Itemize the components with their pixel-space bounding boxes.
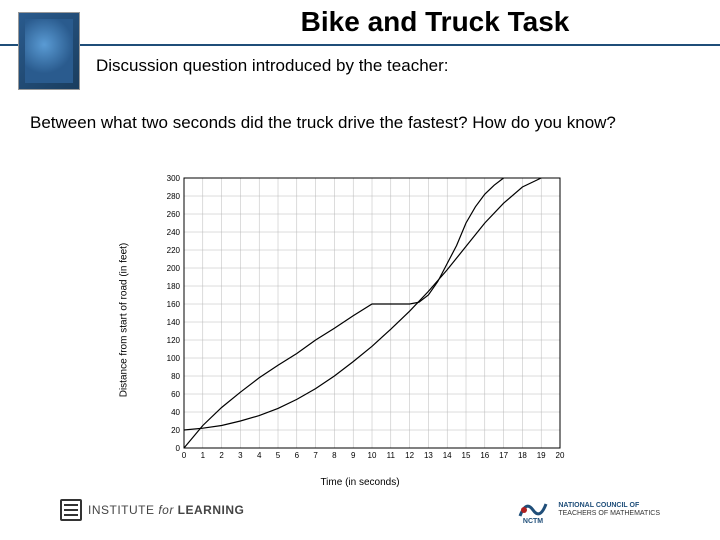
svg-text:200: 200 [167,264,181,273]
svg-text:280: 280 [167,192,181,201]
nctm-mark-icon: NCTM [516,496,550,524]
svg-text:6: 6 [295,451,300,460]
svg-text:4: 4 [257,451,262,460]
svg-text:260: 260 [167,210,181,219]
svg-text:16: 16 [480,451,489,460]
svg-text:120: 120 [167,336,181,345]
svg-text:160: 160 [167,300,181,309]
ifl-mark-icon [60,499,82,521]
svg-text:9: 9 [351,451,356,460]
svg-text:1: 1 [201,451,206,460]
svg-text:60: 60 [171,390,180,399]
svg-text:15: 15 [462,451,471,460]
svg-text:19: 19 [537,451,546,460]
nctm-logo-text: NATIONAL COUNCIL OF TEACHERS OF MATHEMAT… [558,502,660,519]
svg-text:180: 180 [167,282,181,291]
svg-text:18: 18 [518,451,527,460]
ifl-text-1: INSTITUTE [88,503,155,517]
svg-text:12: 12 [405,451,414,460]
svg-text:3: 3 [238,451,243,460]
svg-text:2: 2 [219,451,224,460]
svg-text:0: 0 [176,444,181,453]
page-title: Bike and Truck Task [170,6,700,38]
svg-text:0: 0 [182,451,187,460]
svg-text:8: 8 [332,451,337,460]
svg-text:300: 300 [167,174,181,183]
svg-text:14: 14 [443,451,452,460]
svg-text:5: 5 [276,451,281,460]
ifl-text-3: LEARNING [178,503,245,517]
svg-text:17: 17 [499,451,508,460]
svg-text:7: 7 [313,451,318,460]
svg-text:20: 20 [171,426,180,435]
chart-container: Distance from start of road (in feet) 01… [150,170,570,470]
nctm-line2: TEACHERS OF MATHEMATICS [558,510,660,518]
nctm-logo: NCTM NATIONAL COUNCIL OF TEACHERS OF MAT… [516,496,660,524]
nctm-line1: NATIONAL COUNCIL OF [558,502,660,510]
ifl-logo-text: INSTITUTE for LEARNING [88,503,244,517]
footer: INSTITUTE for LEARNING NCTM NATIONAL COU… [0,486,720,534]
svg-text:11: 11 [387,451,396,460]
svg-text:240: 240 [167,228,181,237]
svg-text:140: 140 [167,318,181,327]
question-text: Between what two seconds did the truck d… [30,112,690,134]
subtitle-text: Discussion question introduced by the te… [96,56,690,76]
svg-text:100: 100 [167,354,181,363]
ifl-text-2: for [155,503,178,517]
svg-text:13: 13 [424,451,433,460]
svg-text:80: 80 [171,372,180,381]
svg-text:40: 40 [171,408,180,417]
svg-text:20: 20 [556,451,565,460]
svg-text:10: 10 [368,451,377,460]
svg-text:220: 220 [167,246,181,255]
nctm-abbr: NCTM [523,518,543,524]
header-divider [0,44,720,46]
line-chart: 0123456789101112131415161718192002040608… [150,170,570,470]
book-cover-icon [18,12,80,90]
ifl-logo: INSTITUTE for LEARNING [60,499,244,521]
y-axis-label: Distance from start of road (in feet) [119,243,130,398]
